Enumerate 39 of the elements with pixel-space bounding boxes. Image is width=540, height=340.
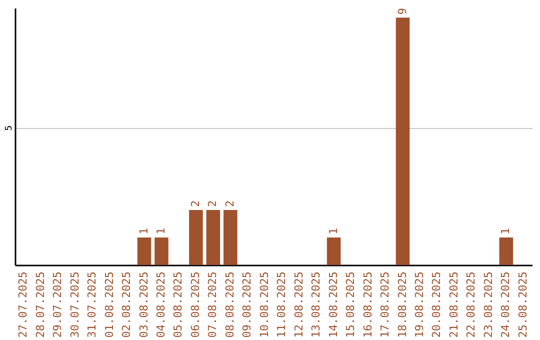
x-tick-label: 10.08.2025 bbox=[258, 272, 271, 338]
x-tick-label: 13.08.2025 bbox=[310, 272, 323, 338]
x-tick-label: 03.08.2025 bbox=[137, 272, 150, 338]
x-tick-label: 29.07.2025 bbox=[51, 272, 64, 338]
data-label: 1 bbox=[499, 228, 512, 235]
x-tick-label: 06.08.2025 bbox=[188, 272, 202, 338]
x-tick-label: 02.08.2025 bbox=[120, 272, 134, 338]
x-tick-label: 28.07.2025 bbox=[34, 272, 47, 338]
y-tick-label: 5 bbox=[4, 125, 14, 131]
x-tick-label: 19.08.2025 bbox=[412, 272, 426, 338]
x-tick-label: 09.08.2025 bbox=[240, 272, 254, 338]
x-tick-label: 22.08.2025 bbox=[464, 272, 478, 338]
x-tick-label: 07.08.2025 bbox=[206, 272, 220, 338]
data-label: 1 bbox=[137, 228, 150, 235]
x-tick-label: 25.08.2025 bbox=[516, 272, 530, 338]
data-label: 1 bbox=[326, 228, 340, 235]
x-tick-label: 17.08.2025 bbox=[378, 272, 392, 338]
x-tick-label: 12.08.2025 bbox=[292, 272, 306, 338]
x-tick-label: 01.08.2025 bbox=[102, 272, 116, 338]
x-tick-label: 16.08.2025 bbox=[361, 272, 374, 338]
x-tick-label: 18.08.2025 bbox=[396, 272, 409, 338]
x-tick-label: 23.08.2025 bbox=[482, 272, 495, 338]
x-tick-label: 20.08.2025 bbox=[430, 272, 444, 338]
data-label: 2 bbox=[206, 200, 220, 208]
x-tick-label: 31.07.2025 bbox=[86, 272, 99, 338]
data-label: 2 bbox=[223, 200, 236, 208]
x-tick-label: 08.08.2025 bbox=[223, 272, 236, 338]
x-tick-label: 04.08.2025 bbox=[154, 272, 168, 338]
x-tick-label: 24.08.2025 bbox=[499, 272, 512, 338]
data-label: 9 bbox=[396, 8, 409, 15]
x-tick-label: 27.07.2025 bbox=[16, 272, 30, 338]
x-tick-label: 11.08.2025 bbox=[275, 272, 288, 338]
x-tick-label: 15.08.2025 bbox=[344, 272, 358, 338]
data-label: 1 bbox=[154, 228, 168, 235]
x-tick-label: 05.08.2025 bbox=[172, 272, 185, 338]
x-tick-label: 14.08.2025 bbox=[326, 272, 340, 338]
x-tick-label: 21.08.2025 bbox=[447, 272, 460, 338]
x-tick-label: 30.07.2025 bbox=[68, 272, 82, 338]
data-label: 2 bbox=[188, 200, 202, 208]
